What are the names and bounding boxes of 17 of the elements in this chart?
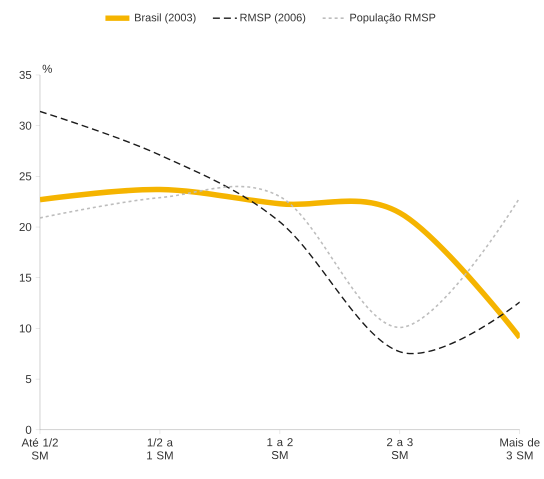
y-tick-label: 25 bbox=[20, 172, 32, 181]
y-tick-label: 5 bbox=[26, 375, 32, 384]
x-tick-label: Até 1/2 SM bbox=[22, 438, 58, 460]
x-tick-label: 2 a 3 SM bbox=[387, 438, 413, 460]
x-tick-label: Mais de 3 SM bbox=[500, 438, 540, 460]
legend-label: Brasil (2003) bbox=[135, 13, 196, 24]
y-tick-label: 0 bbox=[26, 426, 32, 434]
y-tick-label: 15 bbox=[20, 274, 32, 282]
x-tick-label: 1/2 a 1 SM bbox=[147, 438, 173, 460]
y-axis-title: % bbox=[42, 64, 52, 73]
y-tick-label: 35 bbox=[19, 71, 32, 80]
y-tick-label: 10 bbox=[20, 324, 32, 333]
legend-label: População RMSP bbox=[350, 13, 436, 24]
y-tick-label: 30 bbox=[19, 122, 32, 130]
y-tick-label: 20 bbox=[20, 223, 32, 232]
legend-label: RMSP (2006) bbox=[240, 13, 306, 24]
x-tick-label: 1 a 2 SM bbox=[267, 438, 293, 460]
